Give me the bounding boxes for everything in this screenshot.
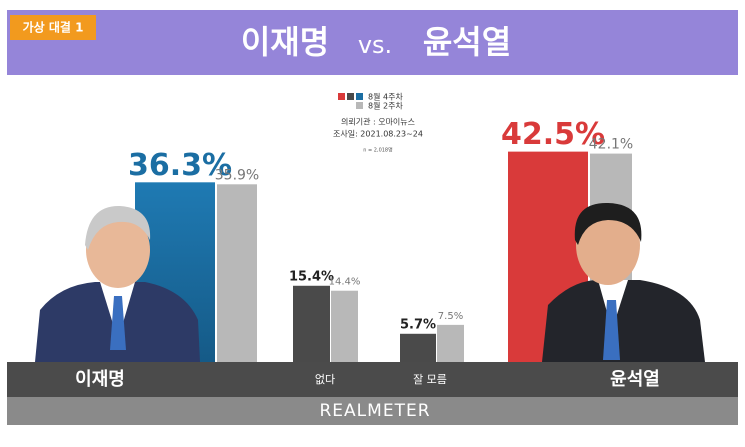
- photo-right: [542, 202, 705, 362]
- bar: [400, 333, 436, 362]
- footer: REALMETER: [320, 401, 431, 421]
- bar: [217, 184, 257, 362]
- title-vs: vs.: [358, 31, 392, 59]
- legend-swatch: [356, 93, 363, 100]
- legend-swatch: [356, 102, 363, 109]
- header-band: [7, 10, 738, 75]
- value-label: 42.1%: [589, 137, 633, 153]
- value-label: 5.7%: [400, 317, 436, 332]
- legend-swatch: [338, 93, 345, 100]
- note: n = 2,018명: [363, 147, 392, 154]
- value-label: 15.4%: [289, 269, 334, 284]
- category-label: 이재명: [75, 369, 125, 390]
- value-label: 14.4%: [329, 277, 361, 288]
- bar: [331, 290, 358, 362]
- legend-swatch: [347, 93, 354, 100]
- note: 의뢰기관 : 오마이뉴스: [341, 117, 415, 127]
- legend-label: 8월 4주차: [368, 92, 403, 102]
- bar: [293, 285, 330, 362]
- title-right: 윤석열: [423, 23, 511, 61]
- footer-band: [7, 397, 738, 425]
- category-band: [7, 362, 738, 397]
- value-label: 7.5%: [438, 311, 463, 322]
- category-label: 윤석열: [610, 369, 660, 390]
- value-label: 42.5%: [501, 117, 605, 152]
- photo-left: [35, 205, 200, 362]
- category-label: 없다: [315, 373, 335, 386]
- title-left: 이재명: [241, 23, 329, 61]
- category-label: 잘 모름: [413, 373, 447, 386]
- badge-text: 가상 대결 1: [23, 20, 84, 35]
- note: 조사일: 2021.08.23~24: [333, 130, 423, 139]
- value-label: 36.3%: [128, 148, 232, 183]
- value-label: 35.9%: [215, 167, 259, 183]
- bar: [437, 324, 464, 362]
- legend-label: 8월 2주차: [368, 101, 403, 111]
- badge: [10, 15, 96, 40]
